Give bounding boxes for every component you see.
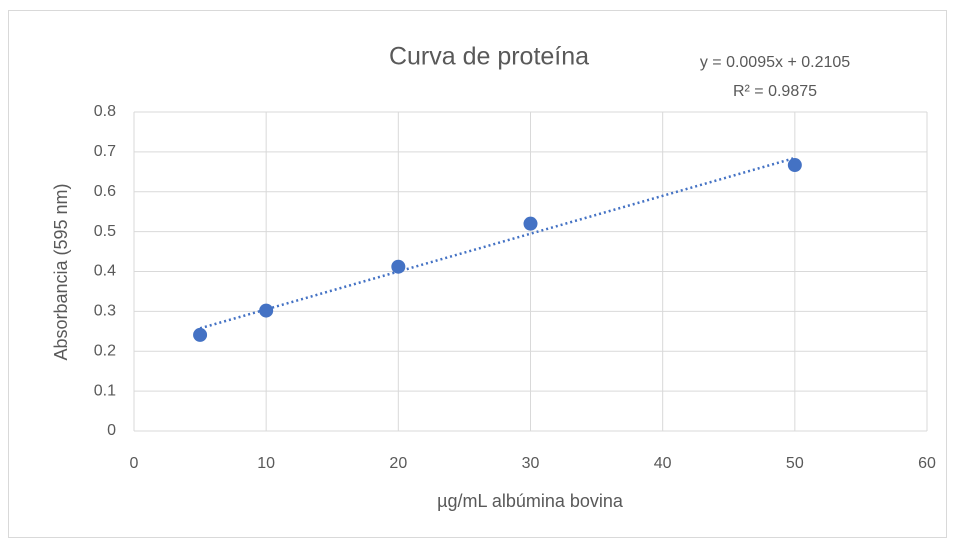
y-tick-label: 0.2 bbox=[94, 342, 116, 359]
data-point bbox=[391, 259, 406, 274]
data-point bbox=[193, 327, 208, 342]
y-tick-label: 0.8 bbox=[94, 103, 116, 120]
y-tick-label: 0 bbox=[107, 422, 116, 439]
y-tick-label: 0.7 bbox=[94, 143, 116, 160]
y-tick-label: 0.6 bbox=[94, 183, 116, 200]
x-axis-title: µg/mL albúmina bovina bbox=[437, 491, 624, 511]
y-tick-label: 0.5 bbox=[94, 223, 116, 240]
chart-title: Curva de proteína bbox=[389, 43, 589, 71]
trendline bbox=[199, 156, 796, 330]
y-axis-title: Absorbancia (595 nm) bbox=[51, 183, 71, 360]
chart-border bbox=[8, 10, 947, 538]
x-tick-label: 40 bbox=[654, 455, 672, 472]
x-tick-label: 0 bbox=[130, 455, 139, 472]
trend-r2: R² = 0.9875 bbox=[733, 83, 817, 100]
y-tick-label: 0.1 bbox=[94, 382, 116, 399]
data-point bbox=[787, 158, 802, 173]
y-tick-label: 0.4 bbox=[94, 263, 116, 280]
x-tick-label: 60 bbox=[918, 455, 936, 472]
x-tick-label: 30 bbox=[522, 455, 540, 472]
x-tick-label: 20 bbox=[389, 455, 407, 472]
data-point bbox=[259, 303, 274, 318]
y-tick-label: 0.3 bbox=[94, 303, 116, 320]
data-point bbox=[523, 216, 538, 231]
trend-equation: y = 0.0095x + 0.2105 bbox=[700, 54, 850, 71]
x-tick-label: 50 bbox=[786, 455, 804, 472]
x-tick-label: 10 bbox=[257, 455, 275, 472]
